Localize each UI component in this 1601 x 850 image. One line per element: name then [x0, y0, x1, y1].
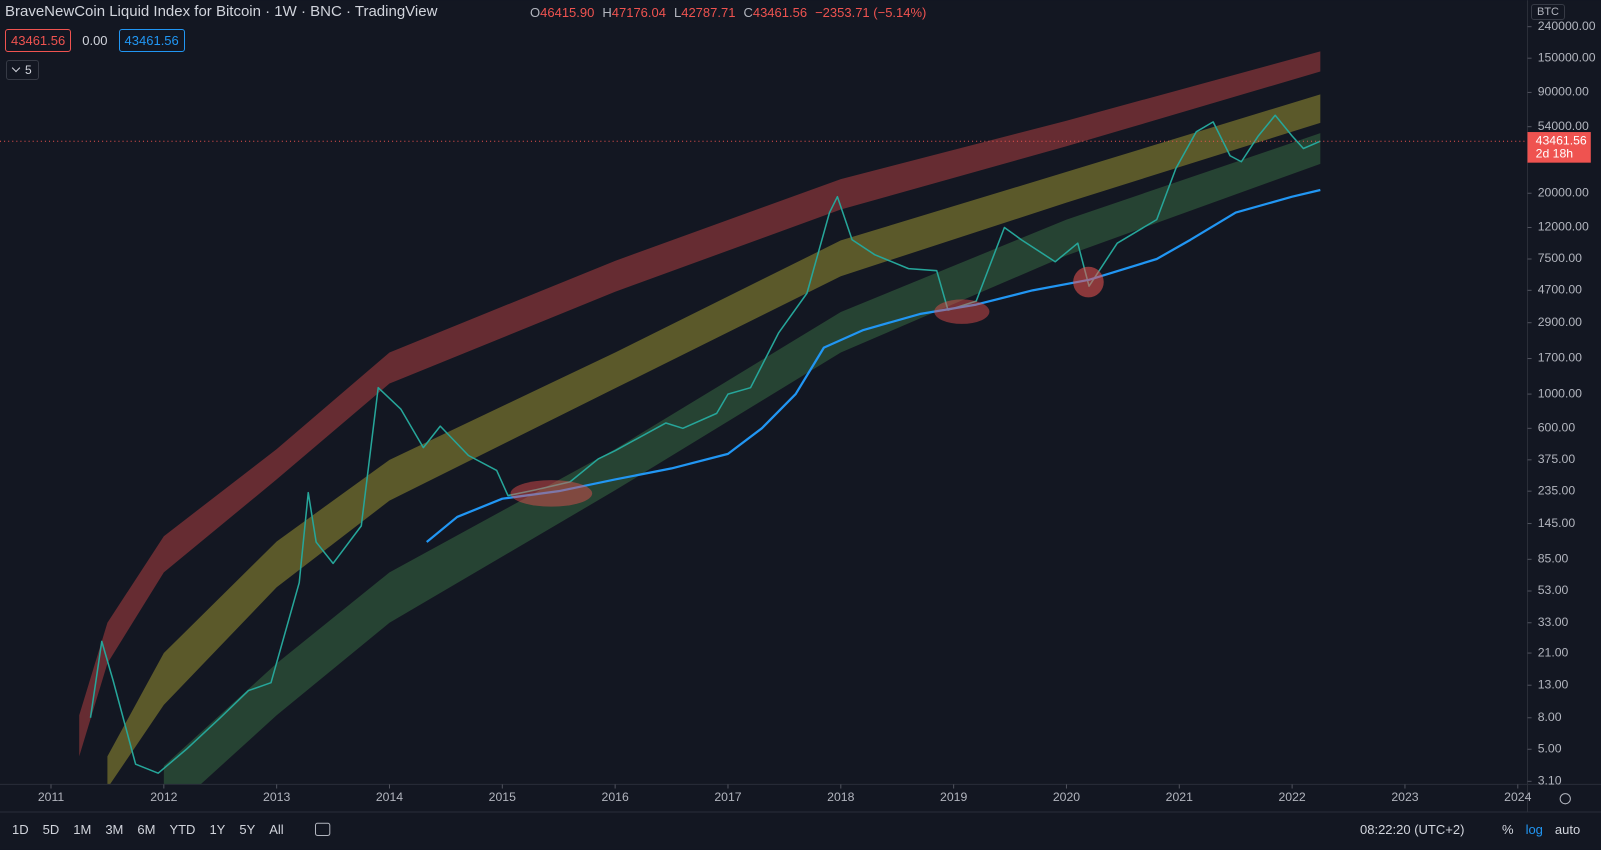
y-tick-label: 85.00: [1538, 552, 1569, 566]
range-button[interactable]: 5D: [42, 822, 60, 837]
y-tick-label: 12000.00: [1538, 220, 1589, 234]
indicator-value: 43461.56: [5, 29, 72, 52]
ohlc-item: H47176.04: [602, 5, 666, 20]
indicator-value: 43461.56: [118, 29, 185, 52]
ohlc-legend: O46415.90 H47176.04 L42787.71 C43461.56 −235…: [530, 5, 926, 20]
y-tick-label: 600.00: [1538, 421, 1576, 435]
y-tick-label: 13.00: [1538, 677, 1569, 691]
ohlc-value: 42787.71: [681, 5, 736, 20]
y-tick-label: 8.00: [1538, 710, 1562, 724]
series-line: [89, 114, 1321, 774]
range-button[interactable]: All: [269, 822, 284, 837]
ohlc-item: L42787.71: [674, 5, 735, 20]
range-button[interactable]: 1D: [12, 822, 29, 837]
collapse-indicators[interactable]: 5: [6, 60, 39, 80]
ohlc-key: H: [602, 5, 612, 20]
date-range-icon[interactable]: [314, 822, 331, 836]
ohlc-value: 46415.90: [540, 5, 595, 20]
range-buttons: 1D 5D 1M 3M 6M YTD 1Y 5Y All: [12, 822, 284, 837]
y-tick-label: 33.00: [1538, 615, 1569, 629]
indicator-values: 43461.56 0.00 43461.56: [5, 29, 185, 52]
range-button[interactable]: 5Y: [239, 822, 256, 837]
settings-icon[interactable]: [1559, 793, 1571, 805]
x-tick-label: 2014: [376, 790, 403, 804]
y-tick-label: 53.00: [1538, 583, 1569, 597]
x-tick-label: 2024: [1504, 790, 1531, 804]
clock: 08:22:20 (UTC+2): [1360, 822, 1465, 837]
x-tick-label: 2013: [263, 790, 290, 804]
series-line: [426, 188, 1321, 543]
x-tick-label: 2015: [489, 790, 516, 804]
scale-options: % log auto: [1502, 822, 1580, 837]
highlight: [1073, 266, 1104, 298]
y-tick-label: 5.00: [1538, 741, 1562, 755]
y-tick-label: 20000.00: [1538, 185, 1589, 199]
y-tick-label: 150000.00: [1538, 50, 1596, 64]
highlight: [934, 299, 990, 324]
y-tick-label: 3.10: [1538, 774, 1562, 788]
range-button[interactable]: 3M: [105, 822, 124, 837]
symbol-title: BraveNewCoin Liquid Index for Bitcoin · …: [5, 3, 438, 20]
axes: 3.10 5.00 8.00 13.00 21.00 33.00 53.00 85.00 145…: [38, 19, 1596, 804]
x-tick-label: 2016: [602, 790, 629, 804]
range-button[interactable]: 1Y: [209, 822, 226, 837]
highlight: [510, 480, 593, 507]
plot-area: [0, 51, 1528, 785]
last-price-box: [1527, 132, 1591, 163]
x-tick-label: 2018: [827, 790, 854, 804]
y-tick-label: 2900.00: [1538, 315, 1582, 329]
ohlc-item: C43461.56: [743, 5, 807, 20]
y-tick-label: 1000.00: [1538, 386, 1582, 400]
range-button[interactable]: 1M: [73, 822, 92, 837]
currency-selector[interactable]: BTC: [1531, 4, 1565, 20]
range-button[interactable]: YTD: [169, 822, 196, 837]
x-tick-label: 2020: [1053, 790, 1080, 804]
last-price-label: 43461.56: [1536, 133, 1587, 147]
ohlc-change: −2353.71 (−5.14%): [815, 5, 927, 20]
y-tick-label: 21.00: [1538, 645, 1569, 659]
ohlc-value: 43461.56: [752, 5, 808, 20]
y-tick-label: 235.00: [1538, 483, 1576, 497]
x-tick-label: 2019: [940, 790, 967, 804]
x-tick-label: 2023: [1391, 790, 1418, 804]
highlights: [510, 266, 1104, 507]
y-tick-label: 90000.00: [1538, 85, 1589, 99]
y-tick-label: 1700.00: [1538, 351, 1582, 365]
range-button[interactable]: 6M: [137, 822, 156, 837]
x-tick-label: 2022: [1278, 790, 1305, 804]
scale-option[interactable]: auto: [1554, 822, 1581, 837]
ohlc-key: L: [673, 5, 682, 20]
x-tick-label: 2011: [38, 790, 65, 804]
y-tick-label: 4700.00: [1538, 283, 1582, 297]
x-tick-label: 2017: [714, 790, 741, 804]
ohlc-key: O: [530, 5, 541, 20]
ohlc-value: 47176.04: [611, 5, 666, 20]
y-tick-label: 240000.00: [1538, 19, 1596, 33]
y-tick-label: 145.00: [1538, 516, 1576, 530]
band: [163, 133, 1321, 785]
x-tick-label: 2012: [150, 790, 177, 804]
y-tick-label: 54000.00: [1538, 119, 1589, 133]
x-tick-label: 2021: [1166, 790, 1193, 804]
scale-option[interactable]: log: [1525, 822, 1543, 837]
scale-option[interactable]: %: [1502, 822, 1514, 837]
ohlc-key: C: [743, 5, 753, 20]
y-tick-label: 375.00: [1538, 452, 1576, 466]
ohlc-item: O46415.90: [530, 5, 594, 20]
countdown-label: 2d 18h: [1536, 147, 1574, 161]
y-tick-label: 7500.00: [1538, 251, 1582, 265]
indicator-value: 0.00: [82, 33, 108, 48]
